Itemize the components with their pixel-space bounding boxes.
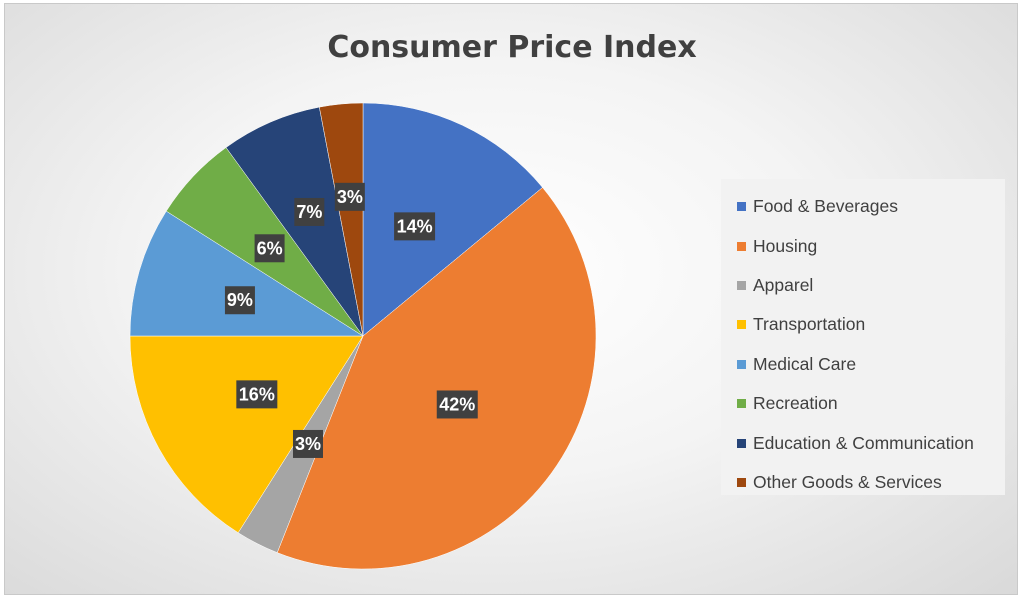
data-label-box [236,380,278,409]
data-label: 3% [292,429,323,458]
pie-slice-medical-care [129,210,364,337]
legend-label: Recreation [753,393,838,414]
chart-area: Consumer Price Index 14% 42% 3% 16% 9% 6% 7% 3%… [4,3,1018,595]
data-label-text: 16% [239,384,275,404]
data-label: 3% [334,182,365,211]
legend-item: Transportation [721,305,1005,344]
data-label-text: 3% [337,187,363,207]
data-label: 6% [254,234,285,263]
legend-swatch [737,399,746,409]
legend-swatch [737,241,746,251]
legend-swatch [737,280,746,290]
legend-swatch [737,202,746,212]
data-label-box [394,212,436,241]
data-label-box [292,429,323,458]
legend-label: Other Goods & Services [753,471,942,492]
legend-label: Housing [753,235,818,256]
legend: Food & Beverages Housing Apparel Transporta… [721,179,1005,495]
data-label-box [224,286,255,315]
pie-slice-food-beverages [362,102,543,337]
data-label-text: 7% [296,202,322,222]
data-label-text: 9% [227,290,253,310]
pie-slices [129,102,597,570]
data-label-text: 6% [257,238,283,258]
legend-item: Apparel [721,266,1005,305]
chart-title: Consumer Price Index [327,30,697,65]
pie-slice-transportation [129,335,364,534]
legend-swatch [737,359,746,369]
legend-label: Medical Care [753,353,857,374]
data-label: 7% [294,197,325,226]
legend-swatch [737,438,746,448]
legend-item: Education & Communication [721,423,1005,462]
legend-item: Other Goods & Services [721,463,1005,502]
pie-slice-other-goods-services [319,102,364,337]
data-label: 14% [394,212,436,241]
legend-item: Housing [721,226,1005,265]
pie-chart: 14% 42% 3% 16% 9% 6% 7% 3% [129,102,597,570]
legend-swatch [737,477,746,487]
data-label-text: 3% [295,434,321,454]
data-label-box [294,197,325,226]
legend-label: Food & Beverages [753,196,898,217]
data-label: 16% [236,380,278,409]
data-label-box [254,234,285,263]
data-label: 9% [224,286,255,315]
data-label-box [436,390,478,419]
data-labels: 14% 42% 3% 16% 9% 6% 7% 3% [224,182,478,458]
legend-swatch [737,320,746,330]
legend-item: Recreation [721,384,1005,423]
data-label-text: 14% [397,216,433,236]
data-label-box [334,182,365,211]
legend-label: Transportation [753,314,866,335]
legend-item: Food & Beverages [721,187,1005,226]
legend-label: Apparel [753,274,814,295]
legend-label: Education & Communication [753,432,974,453]
data-label: 42% [436,390,478,419]
legend-item: Medical Care [721,345,1005,384]
pie-slice-housing [276,187,597,570]
data-label-text: 42% [439,394,475,414]
